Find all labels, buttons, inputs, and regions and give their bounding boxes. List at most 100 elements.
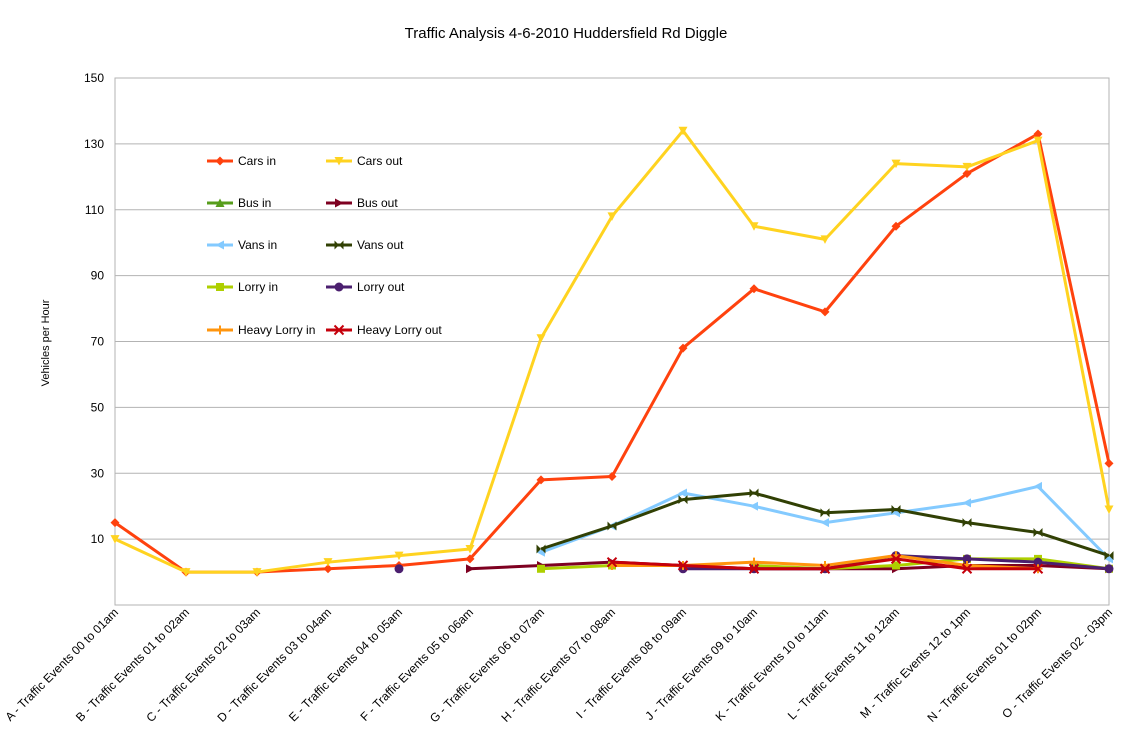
legend-marker (215, 198, 225, 207)
chart-title: Traffic Analysis 4-6-2010 Huddersfield R… (405, 25, 728, 42)
legend-item-bus-out: Bus out (326, 196, 398, 210)
data-point (678, 126, 688, 136)
y-axis-ticks: 10 30 50 70 90 110 130 150 (84, 71, 104, 546)
x-tick-label: H - Traffic Events 07 to 08am (498, 605, 618, 725)
legend-marker (215, 325, 225, 335)
x-tick-label: J - Traffic Events 09 to 10am (642, 605, 760, 723)
data-point (678, 495, 688, 505)
data-point (749, 222, 759, 231)
y-tick-label: 10 (91, 532, 105, 546)
data-point (394, 551, 404, 561)
legend-marker (216, 283, 224, 291)
data-point (466, 564, 475, 574)
data-point (1033, 481, 1042, 491)
y-tick-label: 90 (91, 269, 105, 283)
data-point (607, 212, 617, 221)
data-point (1033, 557, 1043, 567)
x-tick-label: A - Traffic Events 00 to 01am (2, 605, 121, 724)
legend-item-vans-out: Vans out (326, 238, 404, 252)
data-point (607, 521, 617, 531)
data-point (252, 568, 262, 577)
legend-item-heavy-lorry-in: Heavy Lorry in (207, 323, 315, 337)
data-point (678, 488, 687, 498)
legend-item-cars-in: Cars in (207, 154, 276, 168)
series-heavy-lorry-out (606, 553, 1044, 574)
data-point (536, 334, 546, 343)
y-tick-label: 50 (91, 400, 105, 414)
series-line (540, 491, 1110, 558)
legend-label: Cars in (238, 154, 276, 168)
x-tick-label: F - Traffic Events 05 to 06am (357, 605, 476, 724)
legend-marker (215, 240, 224, 250)
data-point (749, 284, 759, 294)
data-point (819, 563, 831, 574)
data-point (465, 554, 475, 564)
series-layer (110, 126, 1114, 577)
plot-frame (114, 77, 1110, 606)
legend-item-lorry-in: Lorry in (207, 280, 278, 294)
legend-label: Bus out (357, 196, 398, 210)
data-point (962, 518, 972, 528)
data-point (820, 307, 830, 317)
data-point (1104, 458, 1114, 468)
data-point (962, 498, 971, 508)
data-point (962, 162, 972, 172)
data-point (891, 221, 901, 231)
data-point (465, 545, 475, 554)
data-point (1104, 551, 1114, 561)
legend-label: Cars out (357, 154, 403, 168)
data-point (820, 508, 830, 518)
legend-label: Heavy Lorry in (238, 323, 315, 337)
data-point (1104, 505, 1114, 514)
legend-item-bus-in: Bus in (207, 196, 271, 210)
data-point (677, 560, 689, 571)
y-tick-label: 130 (84, 137, 104, 151)
legend-label: Vans out (357, 238, 404, 252)
legend-label: Lorry out (357, 280, 405, 294)
data-point (1032, 563, 1044, 574)
data-point (1033, 129, 1043, 139)
data-point (607, 472, 617, 482)
gridlines (114, 77, 1110, 606)
legend-marker (215, 156, 225, 166)
x-tick-label: G - Traffic Events 06 to 07am (427, 605, 547, 725)
legend-label: Heavy Lorry out (357, 323, 442, 337)
y-tick-label: 30 (91, 466, 105, 480)
legend-label: Lorry in (238, 280, 278, 294)
legend-marker (334, 157, 344, 166)
x-tick-label: D - Traffic Events 03 to 04am (214, 605, 334, 725)
data-point (820, 518, 829, 528)
legend-marker (334, 282, 344, 292)
y-tick-label: 110 (85, 203, 104, 217)
data-point (181, 568, 191, 577)
data-point (536, 544, 546, 554)
series-line (540, 563, 613, 571)
legend-item-lorry-out: Lorry out (326, 280, 405, 294)
data-point (749, 488, 759, 498)
legend-marker (335, 198, 344, 208)
x-tick-label: N - Traffic Events 01 to 02pm (924, 605, 1044, 725)
data-point (1104, 564, 1114, 574)
data-point (962, 169, 972, 179)
data-point (892, 561, 900, 570)
data-point (110, 518, 120, 528)
data-point (820, 235, 830, 244)
legend: Cars in Cars out Bus in Bus out Vans in Vans … (207, 154, 442, 337)
x-tick-label: C - Traffic Events 02 to 03am (143, 605, 263, 725)
series-vans-out (536, 488, 1114, 561)
x-tick-label: K - Traffic Events 10 to 11am (713, 605, 832, 724)
legend-label: Bus in (238, 196, 271, 210)
legend-item-heavy-lorry-out: Heavy Lorry out (326, 323, 442, 337)
data-point (323, 564, 333, 574)
data-point (961, 563, 973, 574)
data-point (1033, 528, 1043, 538)
data-point (890, 553, 902, 565)
legend-marker (334, 240, 344, 250)
x-tick-label: E - Traffic Events 04 to 05am (286, 605, 405, 724)
legend-item-vans-in: Vans in (207, 238, 277, 252)
data-point (962, 554, 972, 564)
y-axis-label: Vehicles per Hour (40, 299, 52, 386)
data-point (606, 556, 618, 568)
data-point (748, 563, 760, 574)
